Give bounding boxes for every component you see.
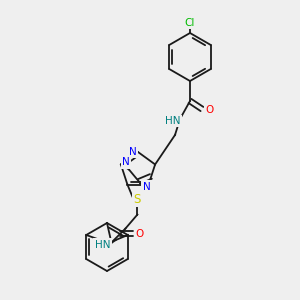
Text: N: N (129, 147, 137, 157)
Text: N: N (143, 182, 151, 192)
Text: O: O (135, 229, 143, 238)
Text: O: O (205, 105, 213, 115)
Text: HN: HN (95, 240, 110, 250)
Text: S: S (134, 193, 141, 206)
Text: N: N (122, 158, 130, 167)
Text: Cl: Cl (185, 18, 195, 28)
Text: HN: HN (165, 116, 181, 126)
